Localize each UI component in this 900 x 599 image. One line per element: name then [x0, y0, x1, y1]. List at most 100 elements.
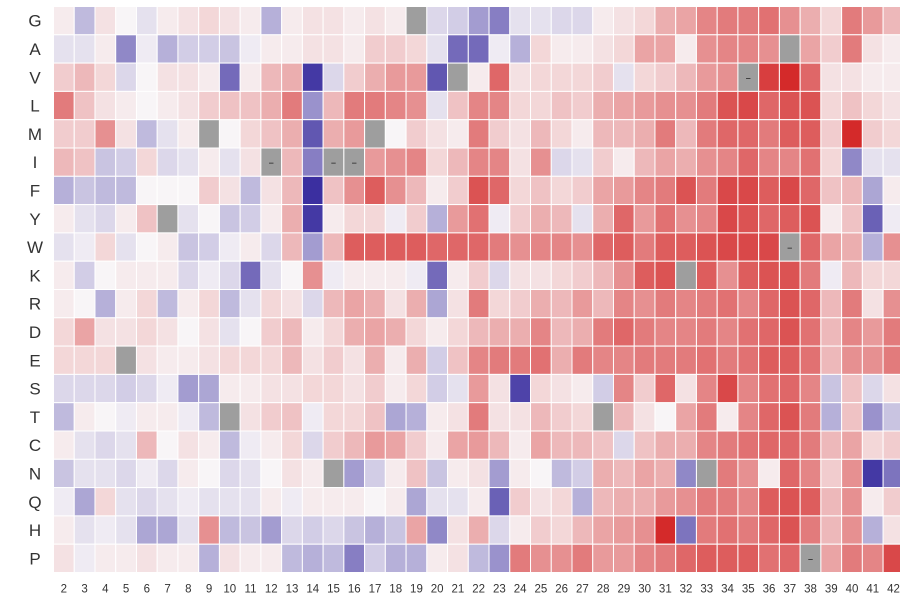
heatmap-cell-Y-23 — [488, 204, 511, 234]
heatmap-cell-H-9 — [198, 515, 220, 545]
row-label-D: D — [29, 323, 41, 342]
heatmap-cell-N-14 — [301, 458, 324, 489]
heatmap-cell-N-23 — [488, 458, 511, 489]
heatmap-cell-M-34 — [716, 119, 739, 149]
heatmap-cell-H-8 — [177, 515, 200, 545]
heatmap-cell-E-33 — [695, 345, 718, 375]
heatmap-cell-C-37 — [778, 430, 801, 460]
heatmap-cell-I-2 — [53, 147, 75, 177]
heatmap-cell-E-23 — [488, 345, 511, 375]
heatmap-cell-A-12 — [260, 34, 283, 64]
heatmap-cell-R-11 — [239, 289, 262, 319]
heatmap-cell-K-26 — [550, 260, 573, 291]
heatmap-cell-A-27 — [571, 34, 594, 64]
heatmap-cell-T-7 — [156, 402, 179, 432]
heatmap-cell-C-24 — [509, 430, 532, 460]
heatmap-cell-S-35 — [737, 373, 760, 404]
heatmap-cell-L-31 — [654, 90, 677, 121]
column-label-21: 21 — [452, 584, 465, 596]
heatmap-cell-A-37 — [778, 34, 801, 64]
heatmap-cell-M-40 — [841, 119, 863, 149]
heatmap-cell-Y-36 — [758, 204, 780, 234]
heatmap-cell-S-37 — [778, 373, 801, 404]
heatmap-cell-H-10 — [218, 515, 241, 545]
heatmap-cell-V-2 — [53, 62, 75, 92]
heatmap-cell-S-33 — [695, 373, 718, 404]
heatmap-cell-P-23 — [488, 543, 511, 574]
heatmap-cell-H-23 — [488, 515, 511, 545]
heatmap-cell-T-20 — [426, 402, 449, 432]
heatmap-cell-E-8 — [177, 345, 200, 375]
heatmap-cell-H-16 — [343, 515, 366, 545]
heatmap-cell-E-35 — [737, 345, 760, 375]
heatmap-cell-T-35 — [737, 402, 760, 432]
heatmap-cell-N-29 — [612, 458, 635, 489]
heatmap-cell-E-40 — [841, 345, 863, 375]
heatmap-cell-K-6 — [135, 260, 158, 291]
heatmap-cell-M-20 — [426, 119, 449, 149]
heatmap-cell-V-11 — [239, 62, 262, 92]
heatmap-cell-Y-38 — [799, 204, 822, 234]
heatmap-cell-L-26 — [550, 90, 573, 121]
heatmap-cell-Q-15 — [322, 487, 345, 517]
heatmap-cell-E-10 — [218, 345, 241, 375]
heatmap-cell-Y-20 — [426, 204, 449, 234]
heatmap-cell-E-7 — [156, 345, 179, 375]
heatmap-cell-P-11 — [239, 543, 262, 574]
heatmap-cell-F-21 — [447, 175, 469, 206]
heatmap-cell-Q-5 — [115, 487, 137, 517]
column-label-20: 20 — [431, 584, 444, 596]
heatmap-cell-R-40 — [841, 289, 863, 319]
heatmap-cell-P-26 — [550, 543, 573, 574]
heatmap-cell-F-17 — [364, 175, 386, 206]
heatmap-cell-E-29 — [612, 345, 635, 375]
heatmap-cell-V-40 — [841, 62, 863, 92]
heatmap-cell-I-29 — [612, 147, 635, 177]
heatmap-cell-K-25 — [530, 260, 552, 291]
heatmap-cell-E-31 — [654, 345, 677, 375]
heatmap-cell-N-4 — [94, 458, 117, 489]
heatmap-cell-Y-31 — [654, 204, 677, 234]
missing-mark-I-16: – — [351, 156, 357, 169]
heatmap-cell-P-8 — [177, 543, 200, 574]
heatmap-cell-C-5 — [115, 430, 137, 460]
heatmap-cell-E-24 — [509, 345, 532, 375]
heatmap-cell-V-34 — [716, 62, 739, 92]
heatmap-cell-T-9 — [198, 402, 220, 432]
heatmap-cell-I-33 — [695, 147, 718, 177]
heatmap-cell-R-3 — [73, 289, 96, 319]
heatmap-cell-M-26 — [550, 119, 573, 149]
heatmap-cell-H-6 — [135, 515, 158, 545]
heatmap-cell-G-17 — [364, 6, 386, 36]
heatmap-cell-S-25 — [530, 373, 552, 404]
heatmap-cell-G-6 — [135, 6, 158, 36]
heatmap-cell-N-22 — [467, 458, 490, 489]
heatmap-cell-V-4 — [94, 62, 117, 92]
heatmap-cell-Q-14 — [301, 487, 324, 517]
heatmap-cell-P-13 — [281, 543, 303, 574]
heatmap-cell-E-22 — [467, 345, 490, 375]
heatmap-cell-S-30 — [633, 373, 656, 404]
heatmap-cell-E-9 — [198, 345, 220, 375]
heatmap-cell-F-29 — [612, 175, 635, 206]
heatmap-cell-N-11 — [239, 458, 262, 489]
heatmap-cell-Q-9 — [198, 487, 220, 517]
heatmap-cell-C-10 — [218, 430, 241, 460]
heatmap-cell-D-14 — [301, 317, 324, 347]
heatmap-cell-K-12 — [260, 260, 283, 291]
heatmap-cell-I-10 — [218, 147, 241, 177]
heatmap-cell-P-41 — [861, 543, 884, 574]
heatmap-cell-Q-28 — [592, 487, 614, 517]
heatmap-cell-T-29 — [612, 402, 635, 432]
heatmap-cell-A-39 — [820, 34, 843, 64]
heatmap-cell-D-20 — [426, 317, 449, 347]
heatmap-cell-N-17 — [364, 458, 386, 489]
heatmap-cell-D-11 — [239, 317, 262, 347]
heatmap-cell-T-31 — [654, 402, 677, 432]
heatmap-cell-H-34 — [716, 515, 739, 545]
heatmap-cell-F-11 — [239, 175, 262, 206]
heatmap-cell-Q-23 — [488, 487, 511, 517]
heatmap-cell-W-23 — [488, 232, 511, 262]
heatmap-cell-H-38 — [799, 515, 822, 545]
column-label-11: 11 — [245, 584, 257, 596]
